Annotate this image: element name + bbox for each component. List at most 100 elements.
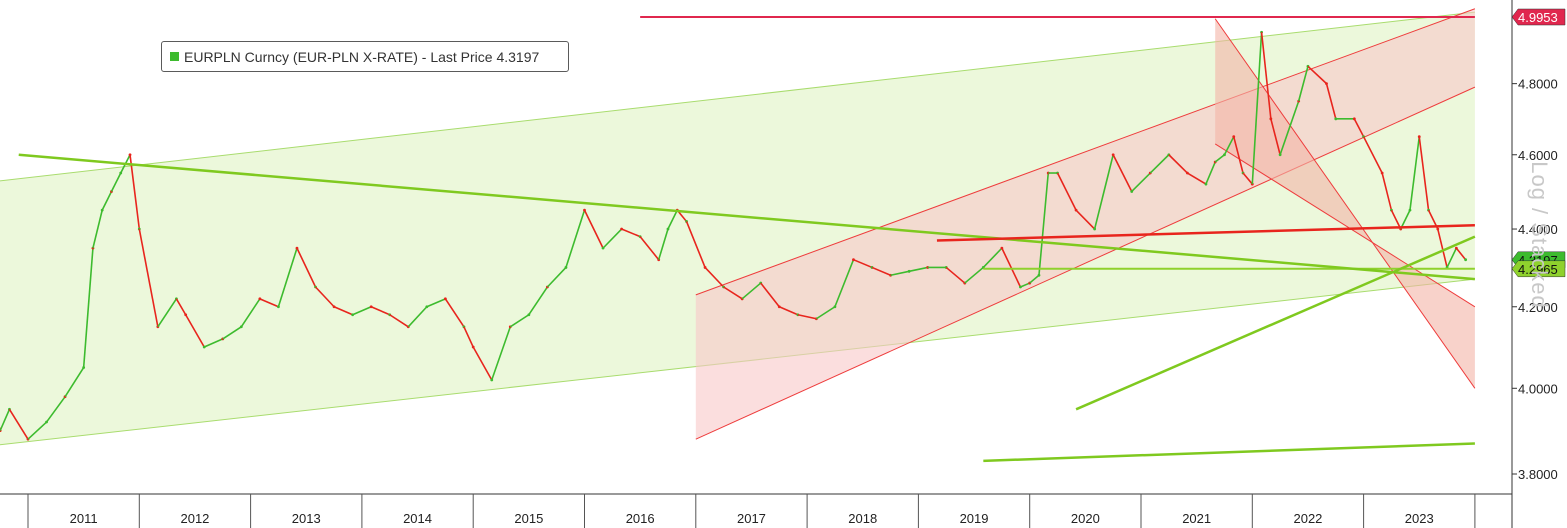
y-tick-label: 4.8000 <box>1518 77 1558 92</box>
price-segment <box>240 298 261 328</box>
price-series <box>0 30 1468 441</box>
price-segment <box>101 191 113 211</box>
price-segment <box>871 266 891 276</box>
price-segment <box>1112 154 1133 192</box>
price-segment <box>64 367 85 398</box>
x-tick-label: 2017 <box>737 511 766 526</box>
price-segment <box>27 421 48 440</box>
x-tick-label: 2023 <box>1405 511 1434 526</box>
price-segment <box>1409 136 1421 211</box>
price-segment <box>834 259 855 308</box>
price-segment <box>602 228 623 249</box>
price-segment <box>426 298 446 308</box>
trend-line <box>936 223 1475 242</box>
trend-line <box>18 153 1476 281</box>
price-segment <box>1214 154 1225 163</box>
trend-line <box>1075 235 1476 411</box>
y-tick-label: 3.8000 <box>1518 467 1558 482</box>
price-segment <box>296 247 317 288</box>
price-segment <box>92 209 103 249</box>
price-segment <box>760 282 780 308</box>
price-tag: 4.9953 <box>1511 8 1566 26</box>
price-segment <box>1093 154 1114 230</box>
price-segment <box>639 236 660 261</box>
x-tick-label: 2012 <box>180 511 209 526</box>
price-segment <box>138 228 159 327</box>
price-segment <box>129 154 141 230</box>
price-segment <box>778 306 799 316</box>
price-segment <box>1020 282 1031 288</box>
price-segment <box>621 228 641 238</box>
price-segment <box>1242 172 1253 185</box>
x-tick-label: 2021 <box>1182 511 1211 526</box>
price-segment <box>259 298 279 308</box>
legend: EURPLN Curncy (EUR-PLN X-RATE) - Last Pr… <box>161 41 569 72</box>
x-tick-label: 2011 <box>70 511 98 526</box>
price-segment <box>1001 247 1022 288</box>
y-tick-label: 4.6000 <box>1518 148 1558 163</box>
price-segment <box>1446 247 1458 268</box>
price-segment <box>110 172 122 192</box>
price-segment <box>723 286 743 300</box>
price-segment <box>667 209 678 230</box>
price-segment <box>657 228 669 260</box>
x-tick-label: 2022 <box>1293 511 1322 526</box>
y-tick-label: 4.2000 <box>1518 300 1558 315</box>
x-tick-label: 2013 <box>292 511 321 526</box>
price-segment <box>1437 228 1448 268</box>
price-segment <box>853 258 873 269</box>
price-segment <box>175 298 187 316</box>
channel-lower-edge <box>695 86 1476 440</box>
price-segment <box>314 286 335 308</box>
channel-fill <box>0 12 1475 445</box>
price-segment <box>1056 172 1077 211</box>
price-segment <box>1307 65 1328 85</box>
y-tick-label: 4.4000 <box>1518 222 1558 237</box>
price-segment <box>1390 209 1402 230</box>
channel-layer <box>0 8 1476 446</box>
price-segment <box>982 247 1003 269</box>
price-segment <box>815 306 836 320</box>
price-tag-box <box>1511 8 1566 26</box>
price-segment <box>203 338 224 348</box>
price-segment <box>685 221 706 268</box>
price-tag-label: 4.9953 <box>1518 10 1558 25</box>
price-segment <box>741 282 762 300</box>
channel-upper-edge <box>695 8 1476 296</box>
legend-text: EURPLN Curncy (EUR-PLN X-RATE) - Last Pr… <box>184 48 540 65</box>
price-segment <box>890 270 910 277</box>
price-tag-box <box>1511 260 1566 278</box>
price-point <box>1464 258 1468 262</box>
price-segment <box>797 313 817 320</box>
price-segment <box>407 306 428 328</box>
price-segment <box>1279 100 1300 156</box>
price-segment <box>222 326 242 340</box>
price-segment <box>0 408 11 431</box>
price-segment <box>1418 136 1430 211</box>
price-segment <box>1186 172 1207 185</box>
price-segment <box>1381 172 1393 211</box>
price-segment <box>490 326 512 381</box>
channel-lower-edge <box>1214 143 1476 308</box>
price-segment <box>8 408 29 440</box>
price-segment <box>583 209 604 249</box>
price-segment <box>157 298 178 328</box>
price-segment <box>546 266 567 288</box>
price-segment <box>82 248 94 368</box>
price-segment <box>389 314 409 328</box>
price-segment <box>1251 32 1263 185</box>
x-tick-label: 2019 <box>960 511 989 526</box>
price-segment <box>1353 118 1365 138</box>
price-segment <box>184 314 205 348</box>
price-segment <box>1325 83 1337 120</box>
price-segment <box>1029 274 1040 284</box>
price-segment <box>1270 118 1281 155</box>
price-segment <box>1075 209 1096 230</box>
price-segment <box>1260 32 1272 119</box>
price-segment <box>1455 247 1467 261</box>
price-segment <box>444 298 465 328</box>
price-segment <box>1232 136 1244 174</box>
price-segment <box>1131 172 1151 193</box>
